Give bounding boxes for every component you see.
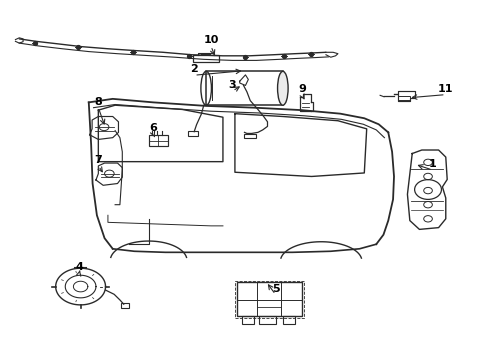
Text: 8: 8 xyxy=(94,96,102,107)
Text: 11: 11 xyxy=(437,84,452,94)
Bar xyxy=(237,282,302,316)
Text: 9: 9 xyxy=(298,84,305,94)
Text: 5: 5 xyxy=(271,284,279,294)
Text: 6: 6 xyxy=(149,123,157,133)
Bar xyxy=(148,135,167,147)
Bar xyxy=(234,280,304,318)
Bar xyxy=(282,316,294,324)
Bar xyxy=(398,96,409,100)
Text: 2: 2 xyxy=(190,64,198,74)
Bar xyxy=(242,316,254,324)
Bar xyxy=(258,316,275,324)
Ellipse shape xyxy=(277,71,287,105)
Text: 10: 10 xyxy=(203,35,218,45)
Bar xyxy=(206,71,282,105)
Text: 1: 1 xyxy=(428,159,436,170)
Bar xyxy=(121,303,129,308)
Bar xyxy=(192,55,219,62)
Text: 7: 7 xyxy=(94,155,102,165)
Bar xyxy=(187,131,198,136)
Bar xyxy=(244,134,256,138)
Text: 4: 4 xyxy=(75,262,83,273)
Text: 3: 3 xyxy=(228,80,236,90)
